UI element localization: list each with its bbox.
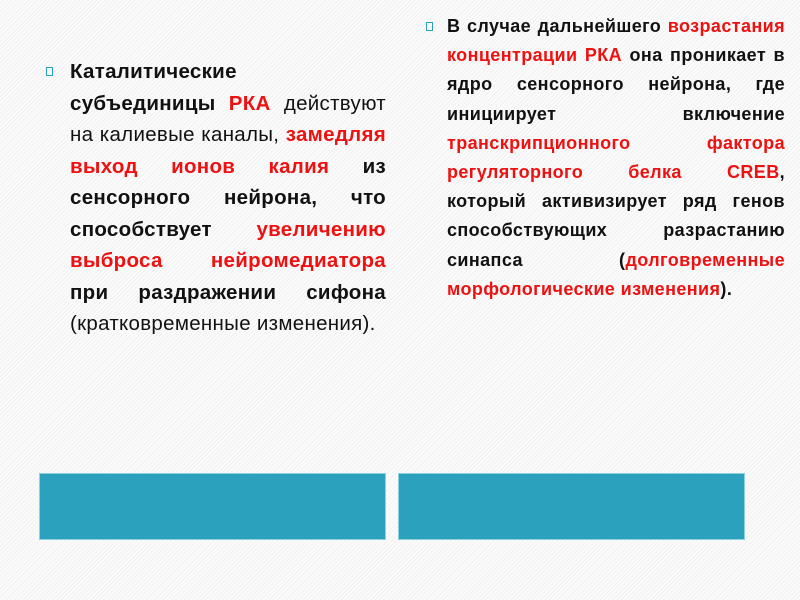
text-segment: , который активизирует ряд генов способс… (447, 162, 785, 270)
right-accent-box (398, 473, 745, 540)
text-segment: Каталитические субъединицы (70, 60, 237, 115)
text-segment: (кратковременные изменения). (70, 312, 376, 335)
highlight-segment: увеличению выброса нейромедиатора (70, 217, 386, 273)
highlight-segment: РКА (228, 91, 271, 115)
text-segment: из сенсорного нейрона, что способствует (70, 154, 386, 241)
bullet-icon (426, 22, 433, 31)
text-segment: она проникает в ядро сенсорного нейрона,… (447, 45, 785, 124)
text-segment: действуют на калиевые каналы, (70, 91, 386, 147)
right-bullet-text: В случае дальнейшего возрастания концент… (447, 12, 785, 304)
highlight-segment: замедляя выход ионов калия (70, 123, 386, 178)
highlight-segment: возрастания концентрации РКА (447, 16, 785, 66)
text-segment: В случае дальнейшего (447, 16, 668, 36)
bullet-icon (46, 67, 53, 76)
text-segment: ). (720, 278, 733, 299)
left-bullet-text: Каталитические субъединицы РКА действуют… (70, 56, 386, 340)
highlight-segment: транскрипционного фактора регуляторного … (447, 132, 785, 183)
left-accent-box (39, 473, 386, 540)
highlight-segment: долговременные морфологические изменения (447, 249, 785, 299)
text-segment: при раздражении сифона (70, 280, 386, 304)
